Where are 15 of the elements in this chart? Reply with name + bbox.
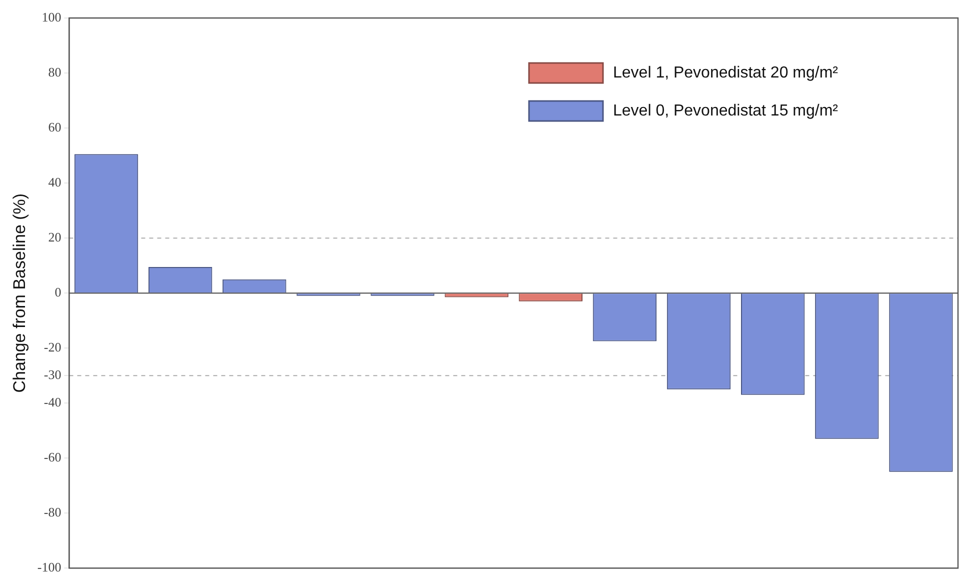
y-tick-label: -20	[44, 340, 62, 355]
y-tick-label: -30	[44, 367, 62, 382]
y-axis-title: Change from Baseline (%)	[10, 193, 29, 393]
y-tick-label: -60	[44, 450, 62, 465]
y-tick-label: -40	[44, 394, 62, 410]
y-tick-label: -80	[44, 504, 62, 520]
y-tick-label: 60	[48, 119, 62, 134]
y-tick-label: 80	[48, 64, 62, 80]
legend-label: Level 1, Pevonedistat 20 mg/m²	[612, 64, 839, 82]
y-tick-label: 100	[42, 9, 62, 24]
y-tick-label: 0	[54, 284, 62, 300]
y-tick-label: -100	[37, 560, 62, 575]
legend-label: Level 0, Pevonedistat 15 mg/m²	[612, 102, 839, 120]
y-tick-label: 40	[48, 174, 62, 190]
y-tick-label: 20	[48, 230, 62, 244]
